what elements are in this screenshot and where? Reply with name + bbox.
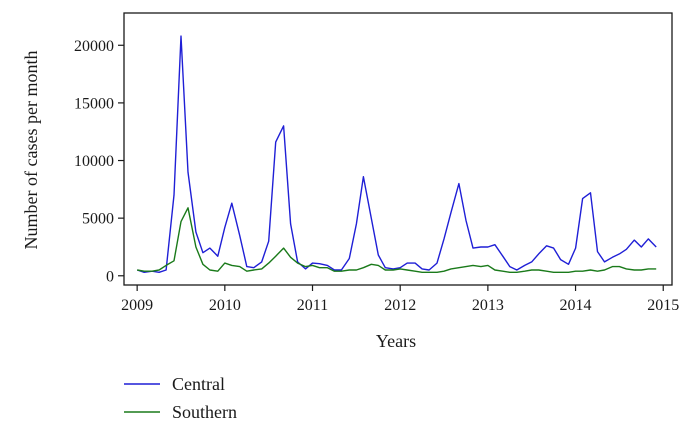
y-tick-label-0: 0 xyxy=(106,268,114,285)
x-tick-label-2012: 2012 xyxy=(384,297,416,314)
legend: Central Southern xyxy=(124,374,237,422)
x-tick-label-2009: 2009 xyxy=(121,297,153,314)
x-tick-label-2013: 2013 xyxy=(472,297,504,314)
y-axis: 0 5000 10000 15000 20000 xyxy=(74,38,124,285)
plot-frame xyxy=(123,12,673,286)
y-axis-title: Number of cases per month xyxy=(21,51,41,250)
legend-label-southern: Southern xyxy=(172,402,237,422)
series-layer xyxy=(136,35,657,273)
y-tick-label-15000: 15000 xyxy=(74,95,114,112)
x-axis-title: Years xyxy=(376,331,416,351)
x-tick-label-2014: 2014 xyxy=(560,297,592,314)
x-tick-label-2011: 2011 xyxy=(297,297,328,314)
x-axis: 2009 2010 2011 2012 2013 2014 2015 xyxy=(121,285,679,314)
y-tick-label-20000: 20000 xyxy=(74,38,114,55)
y-tick-label-5000: 5000 xyxy=(82,211,114,228)
y-tick-label-10000: 10000 xyxy=(74,153,114,170)
series-line-central xyxy=(136,35,657,273)
x-tick-label-2015: 2015 xyxy=(647,297,679,314)
legend-label-central: Central xyxy=(172,374,225,394)
series-line-southern xyxy=(137,207,657,273)
x-tick-label-2010: 2010 xyxy=(209,297,241,314)
